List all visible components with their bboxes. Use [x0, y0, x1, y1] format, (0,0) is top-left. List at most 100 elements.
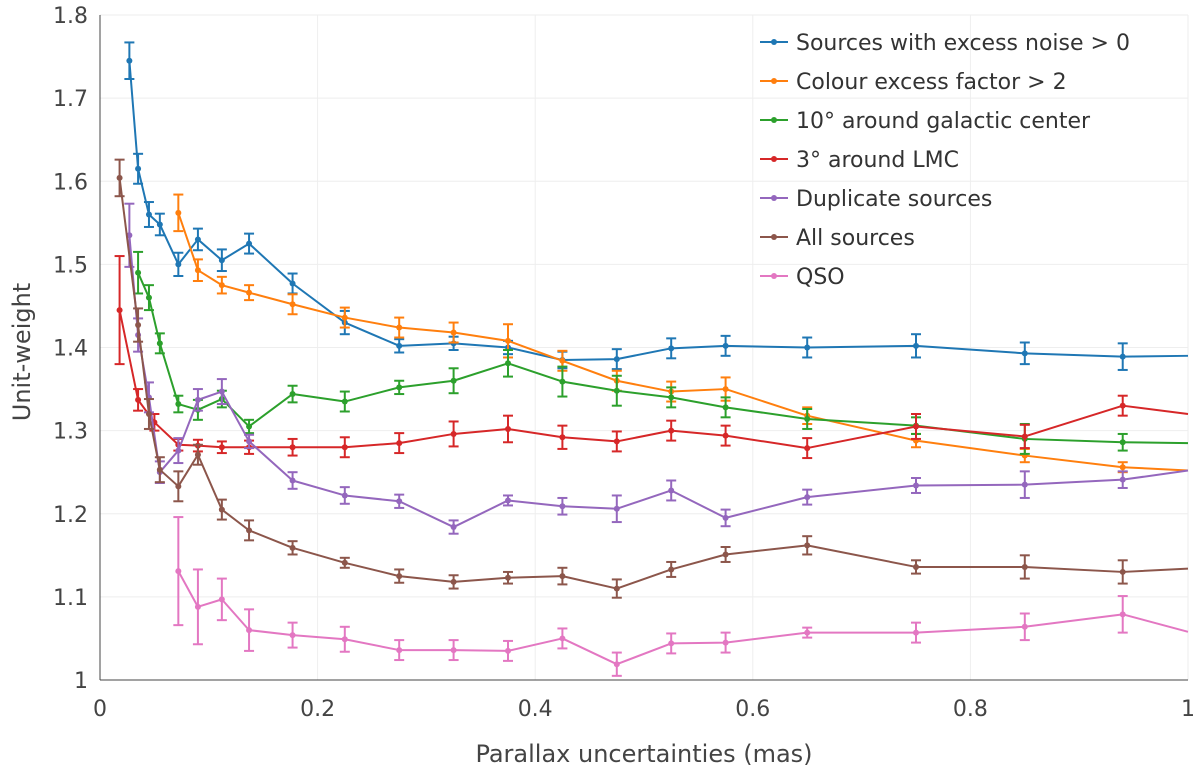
- data-point[interactable]: [1021, 433, 1028, 440]
- data-point[interactable]: [613, 387, 620, 394]
- legend-item-3[interactable]: 3° around LMC: [760, 148, 959, 173]
- data-point[interactable]: [1119, 439, 1126, 446]
- data-point[interactable]: [505, 574, 511, 581]
- data-point[interactable]: [505, 360, 511, 367]
- data-point[interactable]: [722, 551, 729, 558]
- data-point[interactable]: [396, 498, 403, 505]
- data-point[interactable]: [804, 344, 811, 351]
- data-point[interactable]: [559, 357, 566, 364]
- data-point[interactable]: [175, 568, 182, 575]
- data-point[interactable]: [218, 506, 225, 513]
- data-point[interactable]: [289, 301, 296, 308]
- data-point[interactable]: [289, 391, 296, 398]
- data-point[interactable]: [194, 236, 201, 243]
- data-point[interactable]: [246, 289, 253, 296]
- data-point[interactable]: [175, 447, 182, 454]
- data-point[interactable]: [559, 434, 566, 441]
- data-point[interactable]: [289, 280, 296, 287]
- data-point[interactable]: [341, 398, 348, 405]
- data-point[interactable]: [156, 466, 163, 473]
- data-point[interactable]: [218, 257, 225, 264]
- data-point[interactable]: [613, 585, 620, 592]
- data-point[interactable]: [804, 445, 811, 452]
- data-point[interactable]: [505, 497, 511, 504]
- data-point[interactable]: [194, 267, 201, 274]
- data-point[interactable]: [913, 423, 919, 430]
- data-point[interactable]: [116, 307, 123, 314]
- legend-item-5[interactable]: All sources: [760, 226, 915, 251]
- data-point[interactable]: [559, 378, 566, 385]
- data-point[interactable]: [450, 524, 457, 531]
- data-point[interactable]: [450, 377, 457, 384]
- data-point[interactable]: [913, 563, 919, 570]
- data-point[interactable]: [218, 444, 225, 451]
- data-point[interactable]: [396, 342, 403, 349]
- data-point[interactable]: [156, 221, 163, 228]
- data-point[interactable]: [246, 627, 253, 634]
- data-point[interactable]: [194, 451, 201, 458]
- data-point[interactable]: [505, 647, 511, 654]
- data-point[interactable]: [668, 640, 675, 647]
- data-point[interactable]: [341, 636, 348, 643]
- data-point[interactable]: [1021, 350, 1028, 357]
- data-point[interactable]: [218, 596, 225, 603]
- data-point[interactable]: [175, 209, 182, 216]
- data-point[interactable]: [289, 444, 296, 451]
- data-point[interactable]: [145, 294, 152, 301]
- data-point[interactable]: [218, 282, 225, 289]
- data-point[interactable]: [668, 394, 675, 401]
- data-point[interactable]: [722, 342, 729, 349]
- data-point[interactable]: [913, 342, 919, 349]
- data-point[interactable]: [341, 444, 348, 451]
- legend-item-0[interactable]: Sources with excess noise > 0: [760, 31, 1130, 56]
- data-point[interactable]: [505, 337, 511, 344]
- data-point[interactable]: [722, 432, 729, 439]
- data-point[interactable]: [126, 57, 133, 64]
- data-point[interactable]: [559, 573, 566, 580]
- data-point[interactable]: [722, 639, 729, 646]
- data-point[interactable]: [1119, 568, 1126, 575]
- data-point[interactable]: [246, 423, 253, 430]
- data-point[interactable]: [505, 425, 511, 432]
- data-point[interactable]: [722, 386, 729, 393]
- data-point[interactable]: [396, 384, 403, 391]
- data-point[interactable]: [1021, 623, 1028, 630]
- data-point[interactable]: [613, 356, 620, 363]
- legend-item-1[interactable]: Colour excess factor > 2: [760, 70, 1067, 95]
- data-point[interactable]: [341, 559, 348, 566]
- legend-item-4[interactable]: Duplicate sources: [760, 187, 992, 212]
- data-point[interactable]: [804, 629, 811, 636]
- legend-item-2[interactable]: 10° around galactic center: [760, 109, 1091, 134]
- data-point[interactable]: [145, 211, 152, 218]
- data-point[interactable]: [116, 174, 123, 181]
- data-point[interactable]: [722, 514, 729, 521]
- data-point[interactable]: [804, 415, 811, 422]
- data-point[interactable]: [804, 494, 811, 501]
- data-point[interactable]: [135, 396, 142, 403]
- data-point[interactable]: [396, 324, 403, 331]
- legend[interactable]: Sources with excess noise > 0 Colour exce…: [760, 31, 1130, 290]
- data-point[interactable]: [1119, 611, 1126, 618]
- data-point[interactable]: [145, 411, 152, 417]
- data-point[interactable]: [613, 661, 620, 668]
- data-point[interactable]: [1021, 563, 1028, 570]
- data-point[interactable]: [668, 487, 675, 494]
- data-point[interactable]: [341, 492, 348, 499]
- data-point[interactable]: [668, 566, 675, 573]
- data-point[interactable]: [668, 345, 675, 352]
- data-point[interactable]: [804, 542, 811, 549]
- data-point[interactable]: [194, 396, 201, 403]
- data-point[interactable]: [613, 505, 620, 512]
- data-point[interactable]: [722, 404, 729, 411]
- data-point[interactable]: [1119, 476, 1126, 483]
- data-point[interactable]: [1119, 402, 1126, 409]
- data-point[interactable]: [913, 629, 919, 636]
- data-point[interactable]: [156, 340, 163, 347]
- data-point[interactable]: [450, 578, 457, 585]
- legend-item-6[interactable]: QSO: [760, 265, 845, 290]
- data-point[interactable]: [135, 322, 142, 329]
- data-point[interactable]: [175, 401, 182, 408]
- data-point[interactable]: [175, 261, 182, 268]
- data-point[interactable]: [218, 388, 225, 395]
- data-point[interactable]: [175, 483, 182, 490]
